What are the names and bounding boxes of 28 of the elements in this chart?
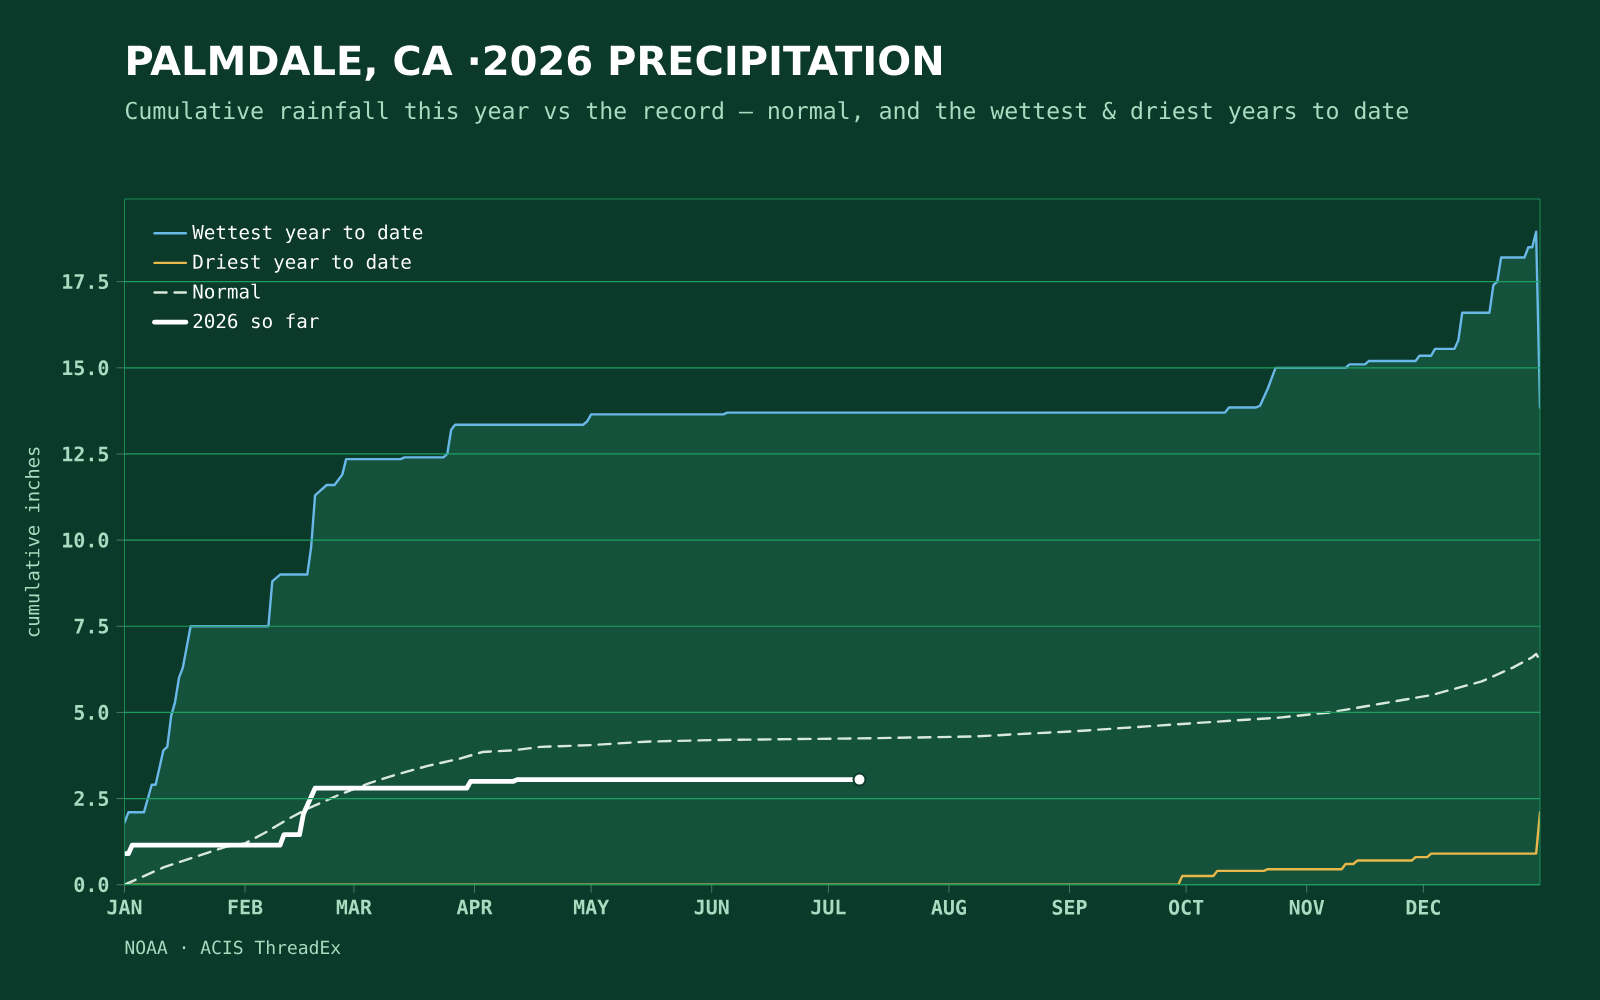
y-tick-label: 12.5 bbox=[63, 446, 109, 462]
chart-subtitle: Cumulative rainfall this year vs the record — normal, and the wettest & driest years to date bbox=[125, 101, 1408, 124]
legend-label: Wettest year to date bbox=[192, 224, 423, 244]
y-tick-label: 2.5 bbox=[74, 790, 109, 807]
y-tick-label: 10.0 bbox=[63, 532, 109, 548]
x-tick-label: SEP bbox=[1052, 899, 1087, 915]
x-tick-label: JUN bbox=[694, 899, 729, 915]
y-axis-title: cumulative inches bbox=[24, 447, 40, 637]
legend-label: Normal bbox=[193, 283, 260, 299]
x-tick-label: APR bbox=[456, 899, 493, 915]
legend-label: Driest year to date bbox=[193, 254, 411, 273]
x-tick-label: AUG bbox=[931, 899, 966, 915]
x-tick-label: NOV bbox=[1289, 899, 1325, 915]
y-tick-label: 15.0 bbox=[63, 360, 109, 376]
x-tick-label: DEC bbox=[1406, 899, 1440, 915]
y-tick-label: 0.0 bbox=[74, 877, 109, 893]
legend-label: 2026 so far bbox=[193, 313, 319, 329]
x-tick-label: FEB bbox=[228, 899, 263, 915]
x-tick-label: MAR bbox=[336, 899, 373, 915]
x-tick-label: JAN bbox=[107, 899, 142, 915]
y-tick-label: 7.5 bbox=[74, 618, 109, 634]
y-tick-label: 17.5 bbox=[63, 274, 109, 290]
x-tick-label: OCT bbox=[1168, 899, 1204, 915]
x-tick-label: MAY bbox=[573, 899, 610, 915]
text: NOAA · ACIS ThreadEx bbox=[125, 940, 341, 955]
y-tick-label: 5.0 bbox=[74, 704, 109, 720]
x-tick-label: JUL bbox=[811, 899, 846, 915]
chart-title: PALMDALE, CA ·2026 PRECIPITATION bbox=[128, 45, 941, 81]
